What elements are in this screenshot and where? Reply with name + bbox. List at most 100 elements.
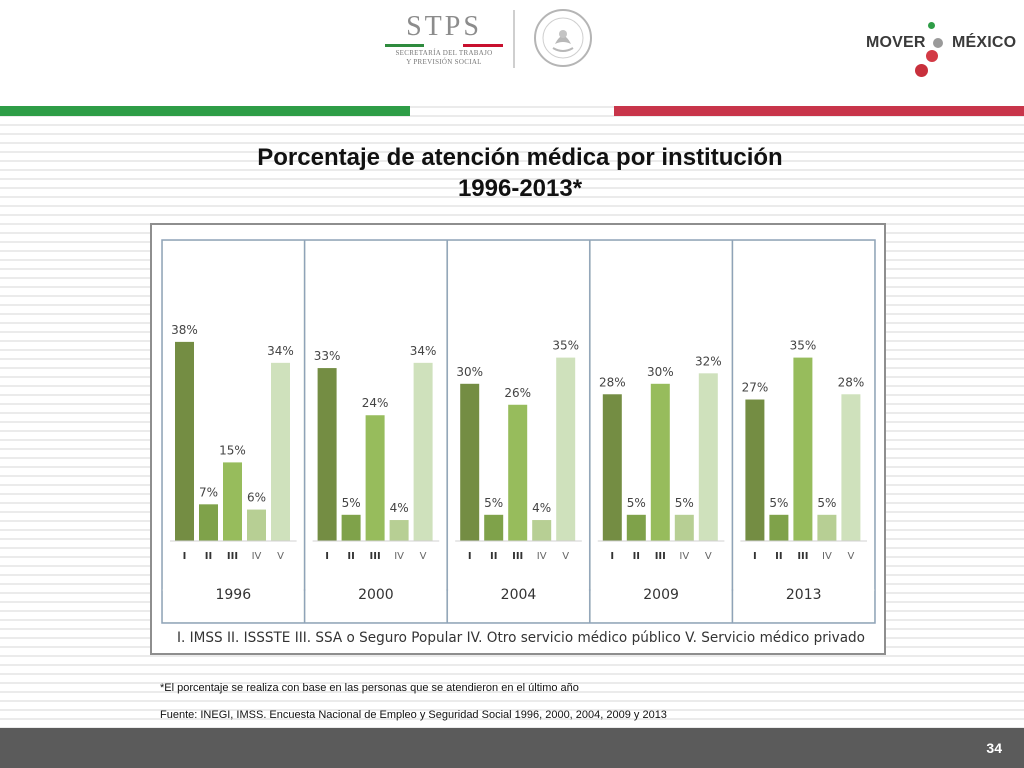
bar	[175, 341, 194, 541]
tick-label: V	[705, 551, 712, 562]
bar	[365, 415, 385, 541]
tick-label: I	[325, 551, 329, 562]
year-label: 2004	[501, 587, 537, 603]
tick-label: III	[655, 551, 666, 562]
tick-label: II	[490, 551, 497, 562]
data-label: 5%	[675, 496, 694, 510]
red-band	[614, 106, 1024, 116]
tick-label: IV	[394, 551, 404, 562]
logo-dot-gray	[933, 38, 943, 48]
tick-label: II	[205, 551, 212, 562]
mover-word: MOVER	[866, 34, 926, 51]
bar	[650, 383, 670, 541]
tick-label: V	[562, 551, 569, 562]
header-divider	[513, 10, 515, 68]
bar	[460, 383, 480, 541]
tick-label: III	[797, 551, 808, 562]
bar-chart: 38%I7%II15%III6%IV34%V199633%I5%II24%III…	[161, 239, 876, 646]
data-label: 4%	[532, 501, 551, 515]
footnote: *El porcentaje se realiza con base en la…	[160, 682, 579, 694]
data-label: 33%	[314, 349, 341, 363]
tick-label: V	[420, 551, 427, 562]
bar	[556, 357, 576, 541]
mover-mexico-logo: MOVER MÉXICO	[866, 22, 1022, 86]
data-label: 5%	[769, 496, 788, 510]
bar	[317, 368, 337, 541]
bar	[817, 514, 837, 541]
logo-dot-red-2	[915, 64, 928, 77]
coat-of-arms-icon	[534, 9, 592, 67]
data-label: 28%	[838, 375, 865, 389]
tick-label: III	[370, 551, 381, 562]
mexico-word: MÉXICO	[952, 34, 1017, 51]
year-label: 2013	[786, 587, 822, 603]
tick-label: IV	[252, 551, 262, 562]
tick-label: IV	[537, 551, 547, 562]
bar	[389, 520, 409, 541]
bar	[413, 362, 433, 541]
data-label: 7%	[199, 485, 218, 499]
data-label: 30%	[647, 365, 674, 379]
data-label: 32%	[695, 354, 722, 368]
bar	[247, 509, 266, 541]
tick-label: II	[633, 551, 640, 562]
bar	[793, 357, 813, 541]
legend: I. IMSS II. ISSSTE III. SSA o Seguro Pop…	[177, 630, 865, 646]
data-label: 4%	[390, 501, 409, 515]
tick-label: V	[277, 551, 284, 562]
bar	[841, 394, 861, 541]
year-label: 2000	[358, 587, 394, 603]
data-label: 24%	[362, 396, 389, 410]
data-label: 5%	[342, 496, 361, 510]
data-label: 30%	[456, 365, 483, 379]
stps-subtitle-1: SECRETARÍA DEL TRABAJO	[395, 49, 493, 57]
tick-label: V	[847, 551, 854, 562]
tick-label: IV	[679, 551, 689, 562]
bar	[769, 514, 789, 541]
data-label: 38%	[171, 323, 198, 337]
year-label: 2009	[643, 587, 679, 603]
header: STPS SECRETARÍA DEL TRABAJO Y PREVISIÓN …	[0, 0, 1024, 104]
bar	[508, 404, 528, 541]
bar	[199, 504, 218, 541]
footer-bar: 34	[0, 728, 1024, 768]
data-label: 35%	[552, 339, 579, 353]
data-label: 5%	[484, 496, 503, 510]
data-label: 5%	[817, 496, 836, 510]
data-label: 35%	[790, 339, 817, 353]
stps-subtitle-2: Y PREVISIÓN SOCIAL	[406, 58, 482, 66]
bar	[626, 514, 646, 541]
source-note: Fuente: INEGI, IMSS. Encuesta Nacional d…	[160, 709, 667, 721]
stps-title: STPS	[406, 11, 482, 42]
stps-tricolor-rule	[385, 44, 503, 47]
logo-dot-red-1	[926, 50, 938, 62]
tick-label: III	[512, 551, 523, 562]
bar	[602, 394, 622, 541]
bar	[674, 514, 694, 541]
data-label: 26%	[504, 386, 531, 400]
bar	[271, 362, 290, 541]
data-label: 27%	[742, 381, 769, 395]
bar	[532, 520, 552, 541]
data-label: 6%	[247, 491, 266, 505]
tick-label: I	[753, 551, 757, 562]
bar	[341, 514, 361, 541]
tick-label: I	[468, 551, 472, 562]
green-band	[0, 106, 410, 116]
data-label: 5%	[627, 496, 646, 510]
logo-dot-green	[928, 22, 935, 29]
tick-label: I	[610, 551, 614, 562]
tick-label: I	[183, 551, 187, 562]
chart-title-line-1: Porcentaje de atención médica por instit…	[257, 144, 783, 171]
tick-label: II	[347, 551, 354, 562]
bar	[698, 373, 718, 541]
stps-logo: STPS SECRETARÍA DEL TRABAJO Y PREVISIÓN …	[380, 12, 508, 72]
bar	[484, 514, 504, 541]
data-label: 15%	[219, 443, 246, 457]
bar	[223, 462, 242, 541]
chart-title: Porcentaje de atención médica por instit…	[170, 142, 870, 204]
tick-label: II	[775, 551, 782, 562]
data-label: 34%	[410, 344, 437, 358]
data-label: 28%	[599, 375, 626, 389]
page-number: 34	[986, 740, 1002, 756]
